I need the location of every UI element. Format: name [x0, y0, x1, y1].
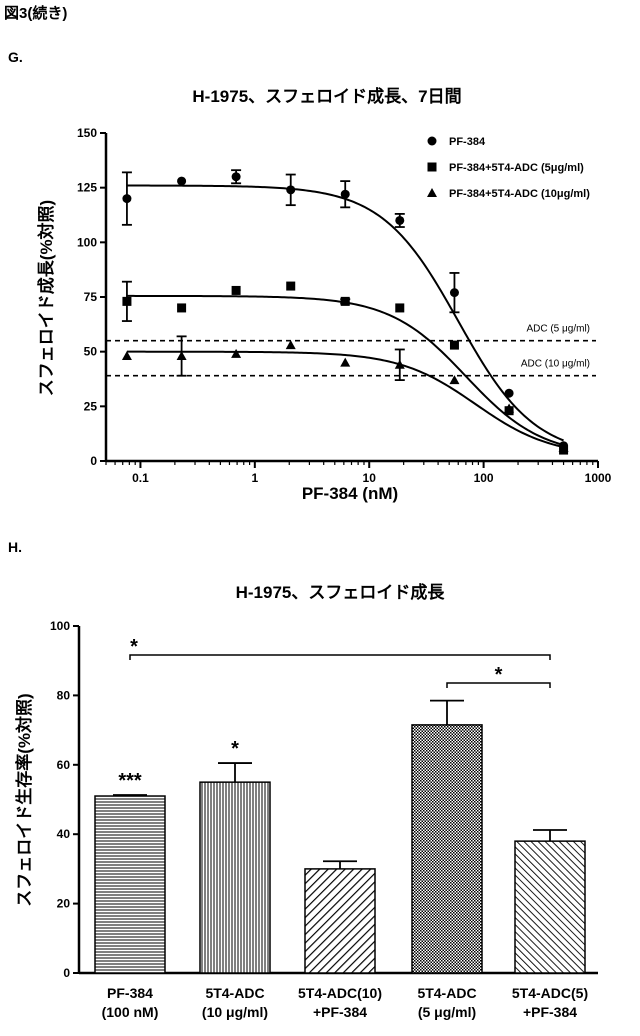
- panel-g-data-point: [449, 288, 459, 298]
- panel-h-y-tick-label: 80: [57, 688, 71, 702]
- panel-h-significance: **: [129, 636, 551, 688]
- panel-g-fit-curve: [126, 184, 564, 442]
- panel-g-data-point: [394, 359, 405, 369]
- panel-g-y-tick-label: 150: [77, 126, 97, 140]
- panel-g-x-tick-label: 100: [474, 471, 494, 485]
- panel-g-legend-label: PF-384: [449, 136, 486, 148]
- panel-g-data-point: [285, 340, 296, 350]
- panel-g-y-tick-label: 50: [84, 345, 98, 359]
- panel-g-title: H-1975、スフェロイド成長、7日間: [192, 86, 461, 106]
- panel-g-data-point: [340, 296, 350, 306]
- panel-g-data-point: [121, 351, 132, 361]
- panel-h-bar: [304, 868, 376, 974]
- panel-g-x-axis-label: PF-384 (nM): [302, 484, 398, 503]
- panel-h-y-tick-label: 100: [50, 619, 70, 633]
- panel-h-category-label: (5 μg/ml): [418, 1004, 476, 1020]
- panel-g-ticks: 0 25 50 75 100 125 150 0.1 1 10 100 1000: [77, 126, 612, 485]
- panel-g-legend-label: PF-384+5T4-ADC (5μg/ml): [449, 162, 584, 174]
- panel-h-significance-label: *: [130, 636, 138, 658]
- panel-g-data-point: [340, 357, 351, 367]
- panel-g-data-point: [122, 296, 132, 306]
- panel-g: G. H-1975、スフェロイド成長、7日間 02550751001251500…: [8, 49, 612, 503]
- panel-g-data-point: [395, 215, 405, 225]
- panel-h-bar: [514, 840, 586, 974]
- panel-h-category-label: 5T4-ADC(10): [298, 985, 382, 1001]
- panel-g-x-tick-label: 1000: [585, 471, 612, 485]
- panel-g-data-point: [286, 185, 296, 195]
- panel-h-category-labels: PF-384 (100 nM) 5T4-ADC (10 μg/ml) 5T4-ADC(1…: [102, 985, 589, 1020]
- panel-h-bar-annotation: *: [231, 738, 239, 760]
- panel-h-ticks: 0 20 40 60 80 100: [50, 619, 79, 980]
- panel-h-category-label: +PF-384: [523, 1004, 577, 1020]
- panel-h-significance-bracket: [446, 682, 551, 688]
- panel-h-y-tick-label: 20: [57, 897, 71, 911]
- panel-g-fit-curve: [126, 350, 564, 449]
- panel-g-data-point: [558, 442, 569, 452]
- panel-h-bars: ****: [94, 699, 586, 974]
- panel-h-category-label: (100 nM): [102, 1004, 159, 1020]
- panel-g-x-tick-label: 10: [363, 471, 377, 485]
- panel-g-y-tick-label: 25: [84, 399, 98, 413]
- figure-label: 図3(続き): [4, 4, 67, 22]
- panel-h-bar: [94, 795, 166, 974]
- panel-g-data-point: [449, 375, 460, 385]
- panel-g-legend: PF-384 PF-384+5T4-ADC (5μg/ml) PF-384+5T4-…: [427, 136, 590, 200]
- panel-h-title: H-1975、スフェロイド成長: [236, 582, 446, 602]
- panel-h-category-label: 5T4-ADC(5): [512, 985, 588, 1001]
- panel-g-y-tick-label: 75: [84, 290, 98, 304]
- panel-g-data-point: [286, 281, 296, 291]
- panel-g-x-tick-label: 0.1: [132, 471, 149, 485]
- panel-g-data-point: [340, 189, 350, 199]
- panel-h-category-label: +PF-384: [313, 1004, 367, 1020]
- panel-g-data-point: [177, 303, 187, 313]
- panel-g-legend-marker: [427, 136, 437, 146]
- panel-g-data-point: [504, 403, 515, 413]
- panel-h-y-tick-label: 60: [57, 758, 71, 772]
- panel-g-y-tick-label: 0: [90, 454, 97, 468]
- panel-h-significance-bracket: [129, 654, 551, 660]
- panel-g-x-tick-label: 1: [251, 471, 258, 485]
- panel-g-reference-lines: ADC (5 μg/ml) ADC (10 μg/ml): [106, 324, 596, 377]
- panel-h-bar: [411, 724, 483, 974]
- panel-h-bar: [199, 781, 271, 974]
- panel-g-data-point: [176, 351, 187, 361]
- panel-h-y-tick-label: 0: [63, 966, 70, 980]
- panel-g-label: G.: [8, 49, 23, 65]
- panel-h-category-label: 5T4-ADC: [417, 985, 476, 1001]
- panel-g-data-point: [231, 285, 241, 295]
- panel-g-legend-label: PF-384+5T4-ADC (10μg/ml): [449, 188, 590, 200]
- panel-g-y-axis-label: スフェロイド成長(%対照): [36, 200, 56, 396]
- panel-g-data-point: [122, 194, 132, 204]
- panel-g-data-point: [449, 340, 459, 350]
- panel-h-category-label: 5T4-ADC: [205, 985, 264, 1001]
- panel-g-data-point: [177, 176, 187, 186]
- panel-g-data-points: [121, 169, 569, 455]
- panel-g-data-point: [231, 348, 242, 358]
- panel-h-y-axis-label: スフェロイド生存率(%対照): [14, 693, 34, 906]
- panel-h-category-label: PF-384: [107, 985, 153, 1001]
- panel-h-label: H.: [8, 539, 22, 555]
- panel-g-fit-curve: [126, 294, 564, 447]
- panel-g-y-tick-label: 125: [77, 181, 97, 195]
- panel-g-data-point: [231, 172, 241, 182]
- panel-g-data-point: [395, 303, 405, 313]
- panel-g-reference-line-label: ADC (10 μg/ml): [521, 359, 590, 370]
- panel-g-y-tick-label: 100: [77, 235, 97, 249]
- panel-g-reference-line-label: ADC (5 μg/ml): [526, 324, 590, 335]
- panel-g-legend-marker: [427, 188, 437, 197]
- panel-h-y-tick-label: 40: [57, 827, 71, 841]
- panel-h-bar-annotation: ***: [118, 770, 142, 792]
- panel-h-significance-label: *: [495, 664, 503, 686]
- panel-g-legend-marker: [427, 162, 437, 172]
- panel-g-data-point: [504, 388, 514, 398]
- panel-g-fit-curves: [126, 184, 564, 449]
- panel-h-category-label: (10 μg/ml): [202, 1004, 268, 1020]
